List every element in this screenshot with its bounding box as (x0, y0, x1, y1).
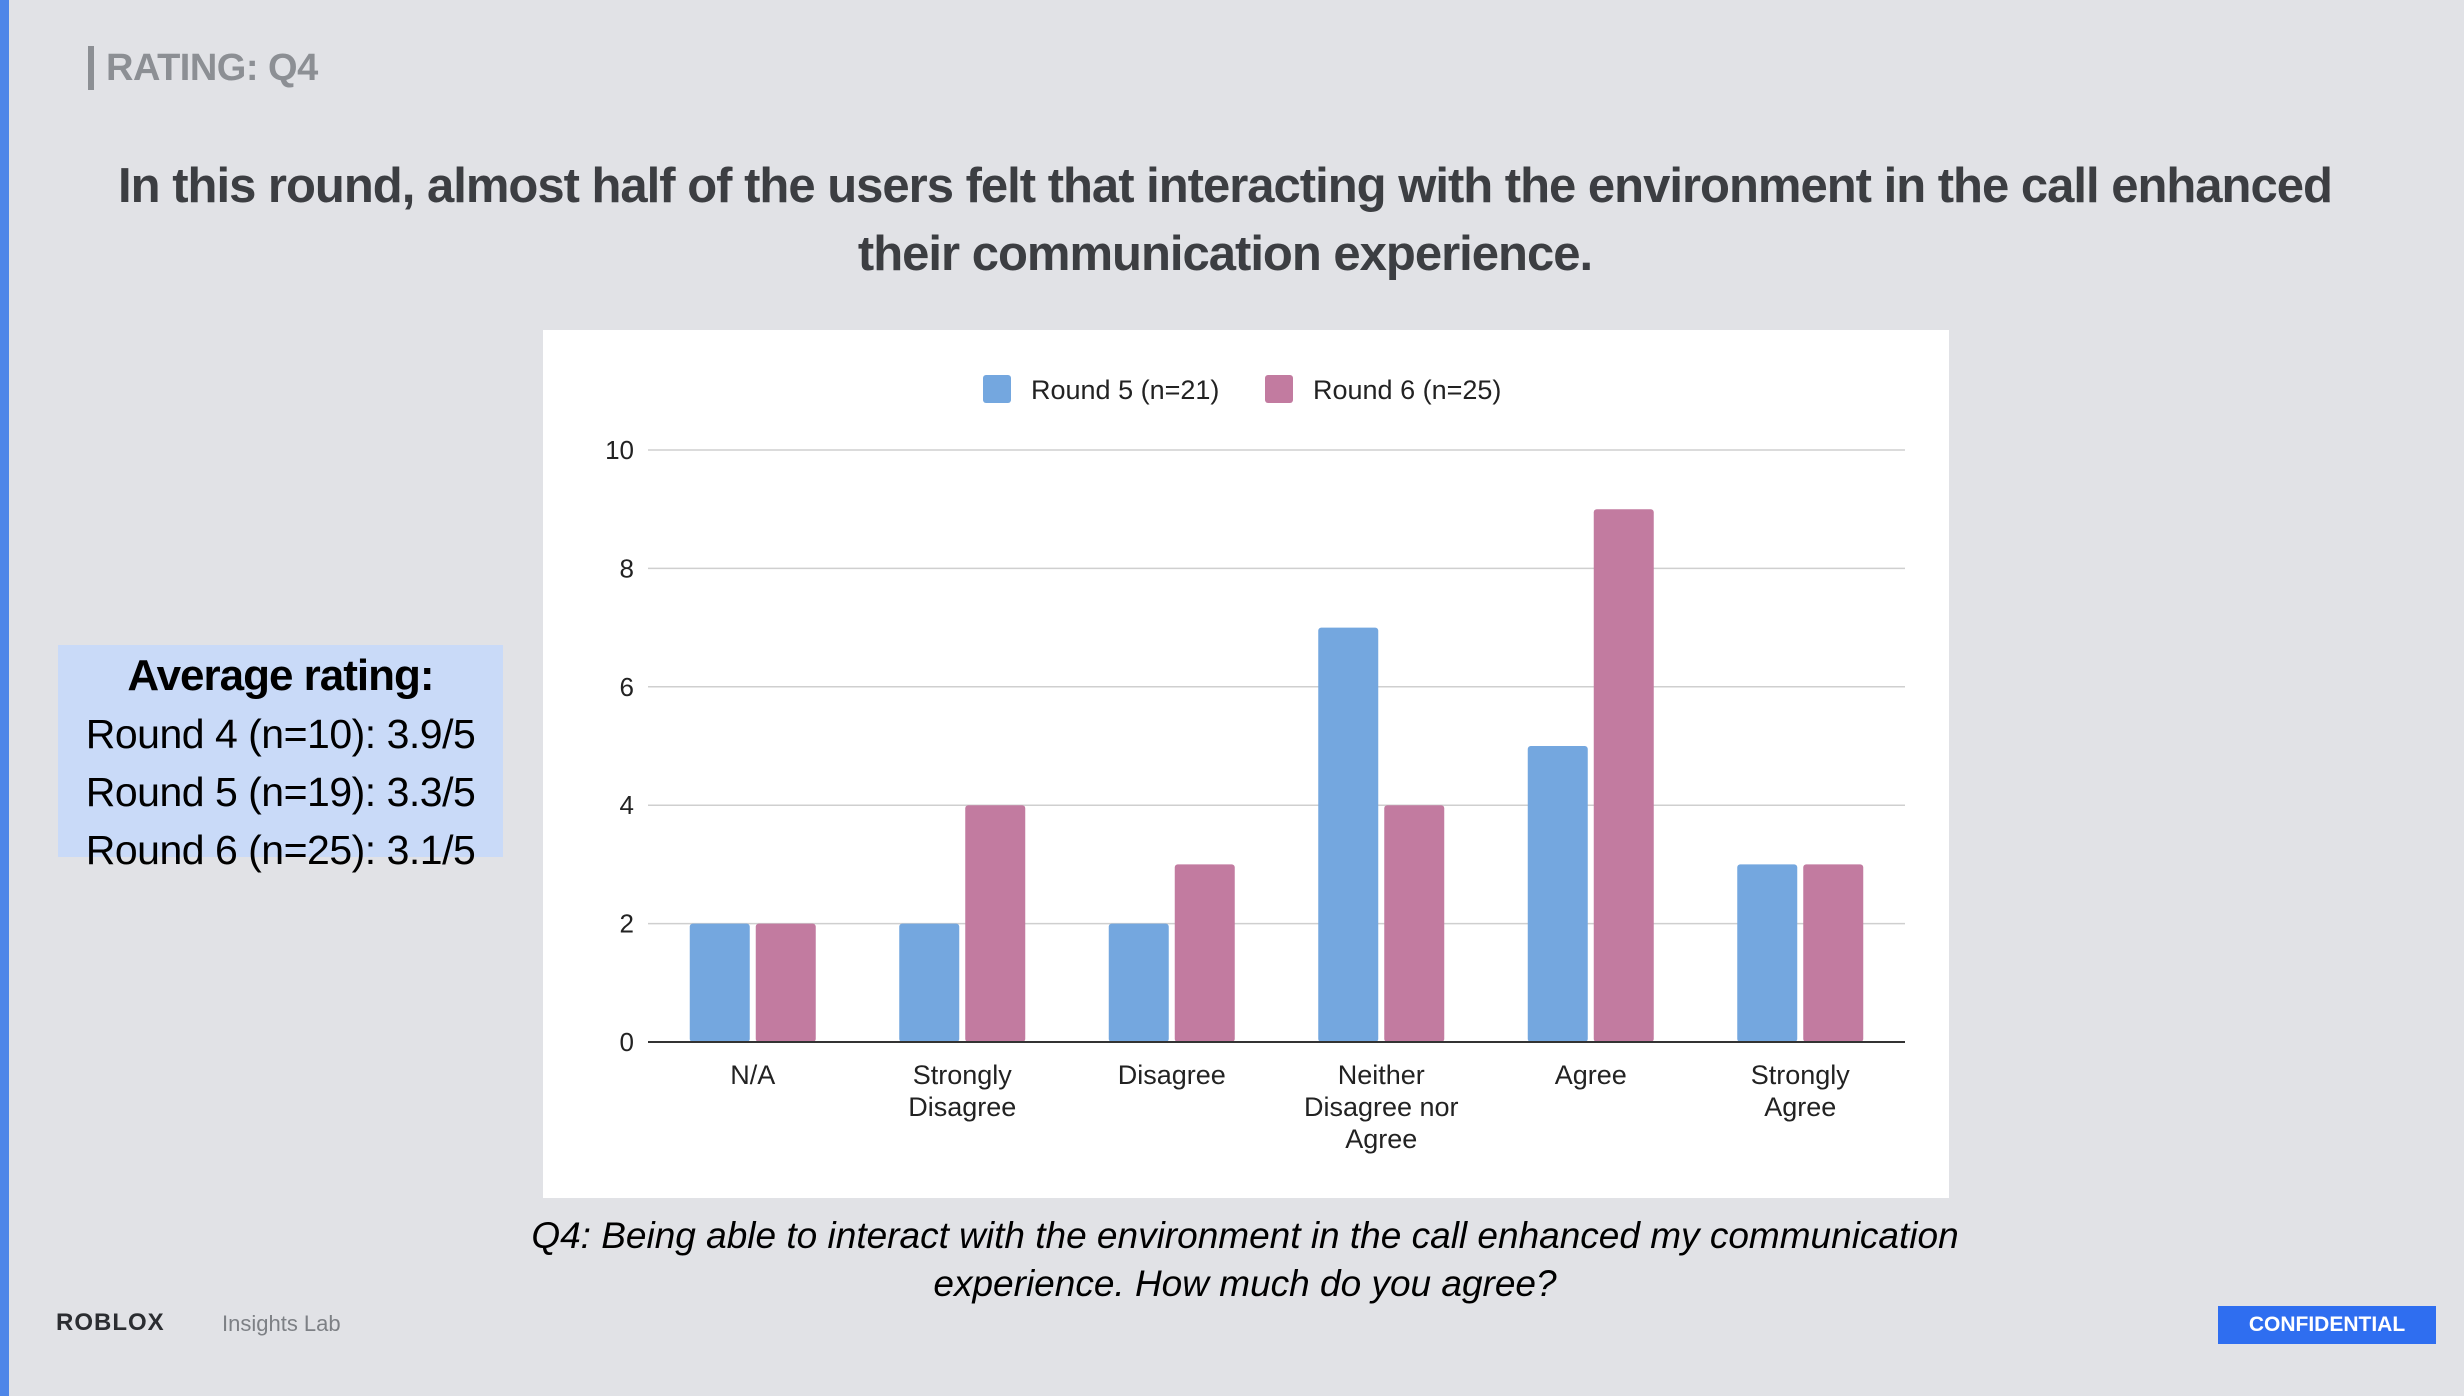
average-rating-round-5: Round 5 (n=19): 3.3/5 (85, 769, 476, 815)
bar-2-2 (1174, 864, 1235, 1042)
average-rating-round-6: Round 6 (n=25): 3.1/5 (85, 827, 476, 873)
roblox-logo: ROBLOX (56, 1309, 165, 1336)
y-tick-label-4: 4 (620, 790, 634, 820)
x-tick-label-0-0: N/A (730, 1060, 775, 1090)
y-tick-label-8: 8 (620, 553, 634, 583)
bar-1-2 (1108, 923, 1169, 1042)
chart-panel: 0 2 4 6 8 10 N/A Strongly Disagree Disagree Neithe… (543, 330, 1949, 1198)
x-tick-label-3-0: Neither (1338, 1060, 1425, 1090)
y-tick-label-2: 2 (620, 909, 634, 939)
left-accent-bar (0, 0, 9, 1396)
bar-1-3 (1318, 627, 1379, 1042)
x-tick-label-4-0: Agree (1555, 1060, 1627, 1090)
bar-1-1 (899, 923, 960, 1042)
y-tick-label-6: 6 (620, 672, 634, 702)
confidential-badge: CONFIDENTIAL (2218, 1306, 2436, 1344)
x-tick-label-2-0: Disagree (1118, 1060, 1226, 1090)
x-tick-label-3-2: Agree (1345, 1124, 1417, 1154)
x-tick-label-1-0: Strongly (913, 1060, 1013, 1090)
average-rating-title: Average rating: (127, 651, 434, 700)
bar-2-1 (965, 805, 1026, 1042)
section-label: RATING: Q4 (88, 46, 318, 90)
legend-swatch-2 (1265, 375, 1293, 403)
legend-label-1: Round 5 (n=21) (1031, 375, 1219, 405)
legend-swatch-1 (983, 375, 1011, 403)
bar-1-0 (689, 923, 750, 1042)
x-tick-label-5-0: Strongly (1751, 1060, 1851, 1090)
average-rating-round-4: Round 4 (n=10): 3.9/5 (85, 711, 476, 757)
average-rating-box: Average rating: Round 4 (n=10): 3.9/5 Ro… (58, 645, 503, 873)
x-tick-label-5-1: Agree (1764, 1092, 1836, 1122)
x-tick-label-3-1: Disagree nor (1304, 1092, 1459, 1122)
bar-1-5 (1737, 864, 1798, 1042)
bar-2-5 (1803, 864, 1864, 1042)
y-tick-label-10: 10 (605, 435, 634, 465)
slide-headline: In this round, almost half of the users … (118, 159, 2333, 281)
bar-1-4 (1527, 746, 1588, 1042)
insights-lab-label: Insights Lab (222, 1311, 341, 1336)
bar-2-4 (1593, 509, 1654, 1042)
question-caption: Q4: Being able to interact with the envi… (531, 1215, 1959, 1304)
x-tick-label-1-1: Disagree (908, 1092, 1016, 1122)
legend-label-2: Round 6 (n=25) (1313, 375, 1501, 405)
bar-2-0 (755, 923, 816, 1042)
bar-2-3 (1384, 805, 1445, 1042)
y-tick-label-0: 0 (620, 1027, 634, 1057)
